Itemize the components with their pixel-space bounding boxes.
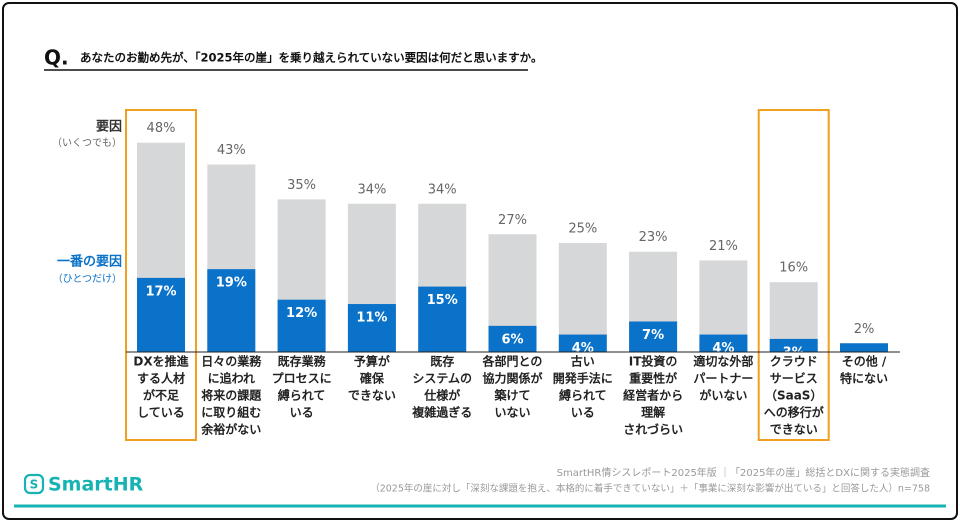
x-tick-label: 縛られて — [559, 388, 607, 403]
x-tick-label: クラウド — [770, 355, 818, 369]
value-label: 3% — [783, 345, 805, 360]
x-tick-label: 築けて — [493, 388, 530, 403]
x-tick-label: 重要性が — [629, 371, 677, 386]
x-tick-label: いる — [290, 406, 314, 420]
legend-label: 一番の要因 — [57, 254, 122, 270]
value-label: 16% — [779, 261, 808, 276]
value-label: 17% — [145, 284, 176, 299]
value-label: 15% — [427, 293, 458, 308]
x-tick-label: 将来の課題 — [201, 388, 262, 403]
x-tick-label: 予算が — [354, 354, 390, 369]
source-note: （2025年の崖に対し「深刻な課題を抱え、本格的に着手できていない」＋「事業に深… — [370, 483, 930, 495]
x-tick-label: している — [137, 406, 185, 420]
x-tick-label: パートナー — [693, 372, 753, 386]
value-label: 7% — [642, 328, 664, 343]
bar — [629, 321, 678, 352]
x-tick-label: できない — [348, 389, 396, 403]
x-tick-label: がいない — [699, 388, 747, 403]
x-tick-label: 協力関係が — [482, 371, 542, 386]
x-tick-label: 複雑過ぎる — [411, 405, 472, 420]
value-label: 34% — [428, 182, 457, 197]
x-tick-label: 仕様が — [423, 388, 460, 403]
bar — [418, 286, 467, 352]
x-tick-label: 古い — [571, 354, 595, 369]
value-label: 43% — [217, 143, 246, 158]
value-label: 11% — [356, 311, 387, 326]
value-label: 19% — [216, 276, 247, 291]
x-tick-label: 既存 — [430, 354, 454, 369]
logo-icon — [23, 473, 45, 495]
bar — [277, 299, 326, 352]
legend-label: 要因 — [96, 120, 122, 135]
x-tick-label: 特にない — [840, 371, 888, 386]
question-mark: Q. — [44, 46, 69, 70]
bar — [137, 277, 185, 352]
bar — [769, 338, 818, 352]
x-tick-label: 経営者から — [623, 388, 683, 403]
bar — [840, 343, 888, 352]
x-tick-label: 縛られて — [278, 388, 326, 403]
value-label: 12% — [286, 306, 317, 321]
value-label: 25% — [568, 222, 597, 237]
x-tick-label: （SaaS） — [765, 388, 822, 403]
x-tick-label: サービス — [770, 371, 818, 386]
value-label: 35% — [287, 178, 316, 193]
logo: SmartHR — [48, 474, 144, 496]
legend-note: （いくつでも） — [52, 137, 122, 149]
x-tick-label: に追われ — [208, 371, 255, 386]
x-tick-label: 理解 — [641, 405, 665, 420]
value-label: 23% — [639, 230, 668, 245]
source: SmartHR情シスレポート2025年版 ｜「2025年の崖」総括とDXに関する… — [557, 466, 930, 479]
highlight-box — [757, 109, 830, 441]
x-tick-label: 開発手法に — [553, 371, 613, 386]
x-tick-label: できない — [770, 423, 818, 437]
x-tick-label: 余裕がない — [200, 422, 261, 437]
bar — [558, 243, 607, 352]
x-tick-label: プロセスに — [272, 371, 332, 386]
value-label: 27% — [498, 213, 527, 228]
x-tick-label: する人材 — [137, 371, 185, 386]
value-label: 21% — [709, 239, 738, 254]
bar — [347, 304, 396, 352]
x-tick-label: いない — [494, 406, 530, 420]
value-label: 2% — [854, 322, 875, 337]
bar — [699, 334, 748, 352]
x-tick-label: 各部門との — [482, 354, 543, 369]
x-tick-label: が不足 — [143, 388, 179, 403]
bar — [207, 269, 256, 352]
x-tick-label: その他 / — [842, 354, 887, 369]
bar — [558, 334, 607, 352]
x-tick-label: IT投資の — [629, 354, 678, 369]
bar — [488, 325, 537, 352]
x-tick-label: への移行が — [764, 405, 824, 420]
x-tick-label: いる — [571, 406, 595, 420]
chart-title: あなたのお勤め先が、「2025年の崖」を乗り越えられていない要因は何だと思います… — [80, 51, 542, 65]
highlight-box — [125, 109, 197, 441]
x-tick-label: システムの — [412, 372, 472, 386]
logo-icon-letter: S — [30, 478, 39, 492]
x-tick-label: 既存業務 — [278, 354, 327, 369]
x-tick-label: 日々の業務 — [201, 354, 262, 369]
value-label: 34% — [357, 182, 386, 197]
x-tick-label: に取り組む — [201, 405, 261, 420]
x-tick-label: されづらい — [623, 422, 683, 437]
legend-note: （ひとつだけ） — [53, 273, 122, 285]
x-tick-label: 確保 — [360, 371, 385, 386]
x-tick-label: DXを推進 — [133, 354, 189, 369]
value-label: 6% — [501, 332, 523, 347]
x-tick-label: 適切な外部 — [693, 354, 753, 369]
value-label: 48% — [147, 121, 176, 136]
